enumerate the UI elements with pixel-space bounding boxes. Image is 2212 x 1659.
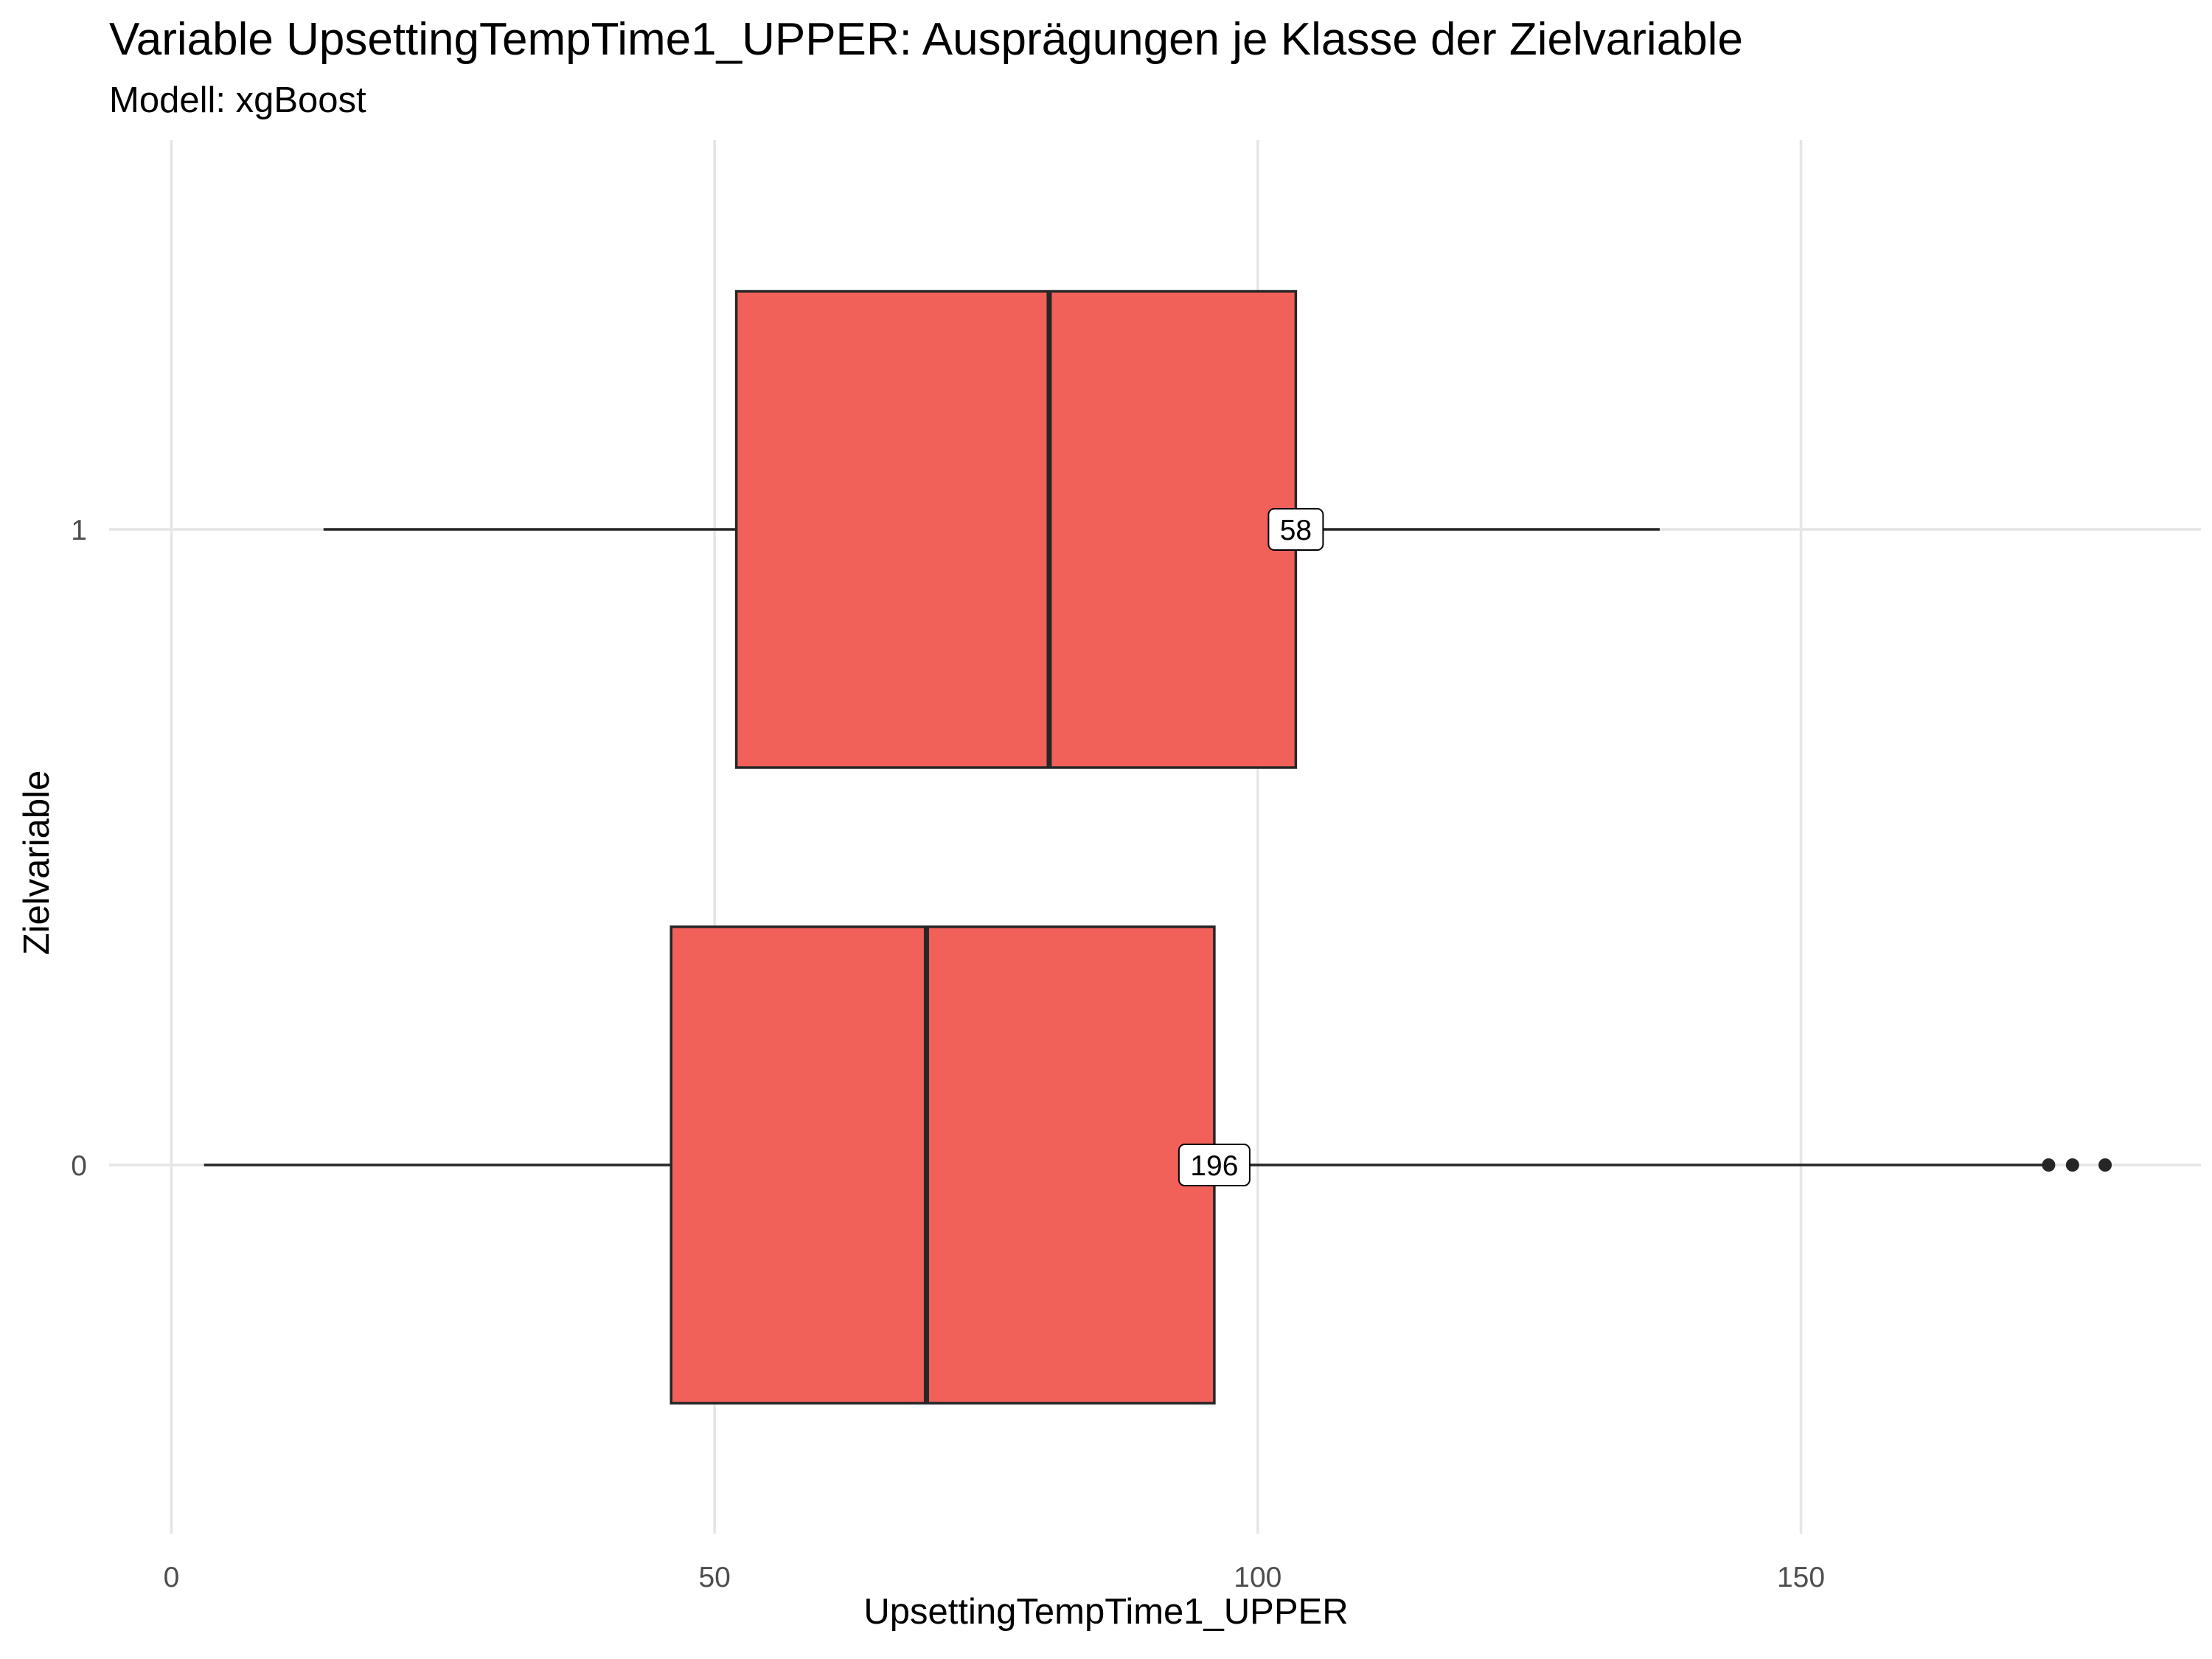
x-tick-label: 150 [1777, 1562, 1825, 1593]
x-tick-label: 50 [698, 1562, 730, 1593]
box-1 [734, 290, 1298, 769]
box-layer: 196 58 [204, 290, 2112, 1405]
y-tick-label: 1 [71, 515, 87, 546]
count-label-0: 196 [1190, 1150, 1238, 1182]
y-axis-title: Zielvariable [17, 770, 57, 956]
x-tick-label: 100 [1234, 1562, 1281, 1593]
count-label-box-0 [1178, 1144, 1251, 1186]
tick-layer: 0 50 100 150 0 1 [71, 515, 1825, 1593]
box-0 [669, 925, 1216, 1405]
chart-title: Variable UpsettingTempTime1_UPPER: Auspr… [109, 14, 1743, 65]
outlier-point [2065, 1158, 2079, 1172]
x-axis-title: UpsettingTempTime1_UPPER [863, 1592, 1349, 1632]
outlier-point [2042, 1158, 2056, 1172]
x-tick-label: 0 [164, 1562, 180, 1593]
chart-subtitle: Modell: xgBoost [109, 80, 366, 120]
y-tick-label: 0 [71, 1150, 87, 1182]
count-label-box-1 [1267, 508, 1324, 551]
count-label-1: 58 [1280, 515, 1312, 546]
outlier-point [2098, 1158, 2112, 1172]
